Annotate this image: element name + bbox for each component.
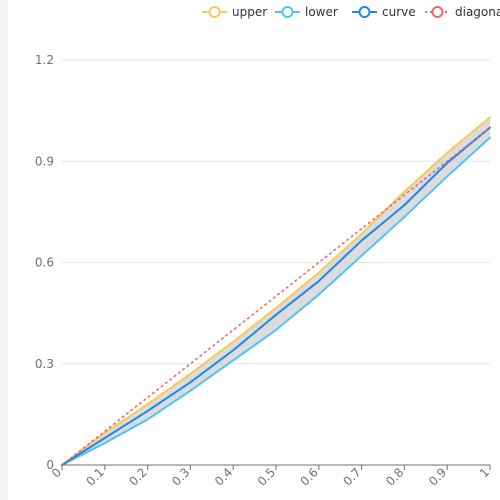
left-panel-strip <box>0 0 8 500</box>
x-tick-label: 0.9 <box>426 465 449 488</box>
y-tick-label: 0 <box>46 458 54 472</box>
series-line-upper <box>61 116 491 466</box>
legend-swatch-marker <box>281 6 294 18</box>
x-axis <box>61 464 491 470</box>
legend-item-curve: curve <box>352 5 416 19</box>
legend-label: upper <box>232 5 267 19</box>
series-line-lower <box>61 136 491 466</box>
x-tick-label: 0.2 <box>126 465 149 488</box>
y-tick-label: 1.2 <box>35 53 54 67</box>
y-tick-label: 0.9 <box>35 154 54 168</box>
legend-label: lower <box>305 5 338 19</box>
legend-label: diagona <box>455 5 500 19</box>
legend-swatch-marker <box>358 6 371 18</box>
confidence-band <box>62 117 490 465</box>
band-area <box>62 117 490 465</box>
x-tick-label: 0.3 <box>169 465 192 488</box>
x-tick-label: 0.7 <box>340 465 363 488</box>
x-tick-label: 0.6 <box>298 465 321 488</box>
series-lines <box>61 116 491 466</box>
legend-item-upper: upper <box>202 5 267 19</box>
legend-item-diagona: diagona <box>425 5 500 19</box>
x-tick-label: 0.1 <box>84 465 107 488</box>
x-tick-label: 0.8 <box>383 465 406 488</box>
y-tick-label: 0.6 <box>35 256 54 270</box>
legend-label: curve <box>382 5 416 19</box>
y-tick-label: 0.3 <box>35 357 54 371</box>
x-tick-label: 0.5 <box>255 465 278 488</box>
series-line-curve <box>61 126 491 466</box>
legend-item-lower: lower <box>275 5 338 19</box>
legend-swatch-marker <box>208 6 221 18</box>
legend: upper lower curve diagona <box>202 5 500 19</box>
grid-lines <box>62 59 490 365</box>
legend-swatch-marker <box>431 6 444 18</box>
x-tick-label: 0.4 <box>212 465 235 488</box>
y-axis-tick-labels: 0 0.3 0.6 0.9 1.2 <box>35 53 54 472</box>
x-axis-tick-labels: 0 0.1 0.2 0.3 0.4 0.5 0.6 0.7 0.8 0.9 1 <box>49 465 492 488</box>
series-line-diagona <box>61 126 491 466</box>
